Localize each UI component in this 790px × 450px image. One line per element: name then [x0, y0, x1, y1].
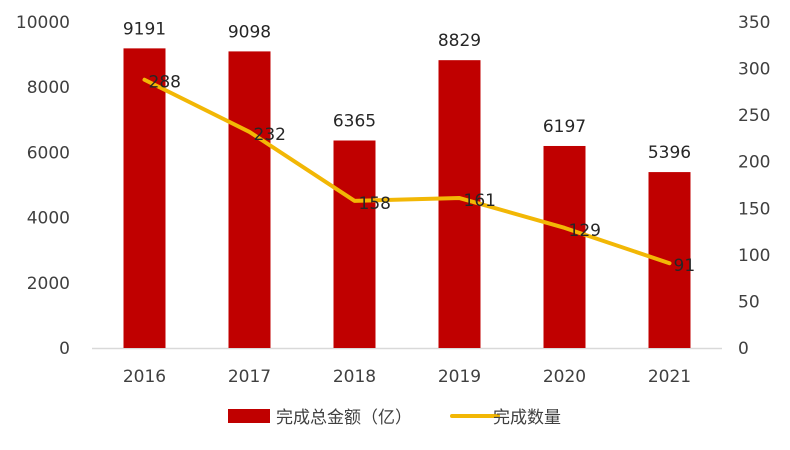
right-y-axis: 0 50 100 150 200 250 300 350	[738, 13, 770, 359]
left-axis-tick-label: 4000	[27, 209, 70, 229]
right-axis-tick-label: 300	[738, 60, 770, 80]
x-axis-tick-label: 2017	[228, 367, 271, 387]
line-value-label: 158	[359, 194, 391, 214]
bar-2016	[123, 48, 166, 348]
x-axis-tick-label: 2019	[438, 367, 481, 387]
bar-2017	[228, 51, 271, 348]
legend: 完成总金额（亿） 完成数量	[228, 408, 561, 428]
right-axis-tick-label: 0	[738, 339, 749, 359]
x-axis-tick-label: 2021	[648, 367, 691, 387]
line-value-label: 129	[569, 221, 601, 241]
x-axis-labels: 2016 2017 2018 2019 2020 2021	[123, 367, 691, 387]
bar-value-label: 6365	[333, 112, 376, 132]
bar-value-label: 9098	[228, 22, 271, 42]
right-axis-tick-label: 250	[738, 106, 770, 126]
line-data-labels: 288 232 158 161 129 91	[149, 73, 696, 276]
left-axis-tick-label: 8000	[27, 78, 70, 98]
bar-value-label: 9191	[123, 19, 166, 39]
line-value-label: 232	[254, 125, 286, 145]
x-axis-tick-label: 2018	[333, 367, 376, 387]
line-value-label: 288	[149, 73, 181, 93]
bar-value-label: 8829	[438, 31, 481, 51]
line-value-label: 161	[464, 191, 496, 211]
legend-bar-swatch	[228, 409, 270, 423]
left-axis-tick-label: 2000	[27, 274, 70, 294]
x-axis-tick-label: 2016	[123, 367, 166, 387]
right-axis-tick-label: 200	[738, 153, 770, 173]
right-axis-tick-label: 50	[738, 292, 760, 312]
left-y-axis: 0 2000 4000 6000 8000 10000	[16, 13, 70, 359]
line-value-label: 91	[674, 256, 696, 276]
x-axis-tick-label: 2020	[543, 367, 586, 387]
legend-line-label: 完成数量	[493, 408, 561, 428]
right-axis-tick-label: 100	[738, 246, 770, 266]
bar-2018	[333, 140, 376, 348]
left-axis-tick-label: 10000	[16, 13, 70, 33]
legend-bar-label: 完成总金额（亿）	[276, 408, 412, 428]
right-axis-tick-label: 150	[738, 199, 770, 219]
right-axis-tick-label: 350	[738, 13, 770, 33]
bar-value-label: 6197	[543, 117, 586, 137]
left-axis-tick-label: 6000	[27, 143, 70, 163]
line-series-count	[142, 77, 672, 266]
bar-2020	[543, 145, 586, 348]
bar-value-label: 5396	[648, 143, 691, 163]
bar-data-labels: 9191 9098 6365 8829 6197 5396	[123, 19, 691, 163]
left-axis-tick-label: 0	[59, 339, 70, 359]
